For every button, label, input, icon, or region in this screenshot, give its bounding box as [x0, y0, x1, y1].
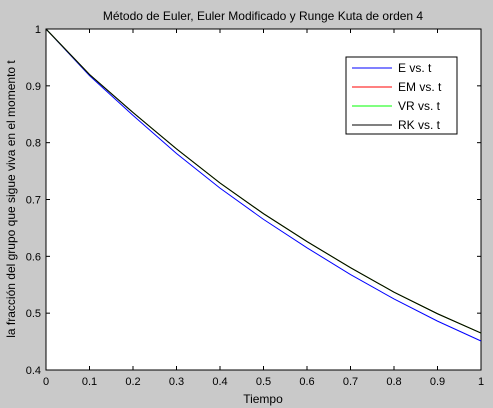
series-layer [45, 28, 482, 342]
legend-label-2: VR vs. t [398, 99, 441, 113]
y-tick-label-2: 0.6 [26, 251, 41, 263]
x-tick-label-4: 0.4 [212, 376, 227, 388]
axes-layer: 0 0.1 0.2 0.3 0.4 0.5 0.6 0.7 0.8 0.9 1 0.4 0.5 0.6 0.… [26, 24, 484, 388]
x-tick-label-2: 0.2 [125, 376, 140, 388]
legend-label-1: EM vs. t [398, 80, 442, 94]
legend-label-3: RK vs. t [398, 118, 441, 132]
series-line-3 [45, 28, 482, 334]
x-tick-label-1: 0.1 [82, 376, 97, 388]
y-tick-label-0: 0.4 [26, 365, 41, 377]
x-tick-label-8: 0.8 [386, 376, 401, 388]
y-tick-label-6: 1 [35, 24, 41, 36]
legend-box [345, 56, 458, 135]
x-tick-label-5: 0.5 [256, 376, 271, 388]
y-axis-label: la fracción del grupo que sigue viva en … [4, 60, 18, 338]
chart-title: Método de Euler, Euler Modificado y Rung… [103, 9, 424, 23]
x-tick-label-10: 1 [478, 376, 484, 388]
series-line-0 [45, 28, 482, 342]
x-tick-label-7: 0.7 [343, 376, 358, 388]
y-tick-label-1: 0.5 [26, 308, 41, 320]
x-tick-label-0: 0 [43, 376, 49, 388]
legend-label-0: E vs. t [398, 61, 432, 75]
y-tick-label-5: 0.9 [26, 81, 41, 93]
x-tick-label-3: 0.3 [169, 376, 184, 388]
y-tick-label-3: 0.7 [26, 195, 41, 207]
x-tick-label-9: 0.9 [430, 376, 445, 388]
y-tick-label-4: 0.8 [26, 138, 41, 150]
x-tick-label-6: 0.6 [299, 376, 314, 388]
legend: E vs. t EM vs. t VR vs. t RK vs. t [345, 56, 458, 135]
x-axis-label: Tiempo [243, 392, 283, 406]
